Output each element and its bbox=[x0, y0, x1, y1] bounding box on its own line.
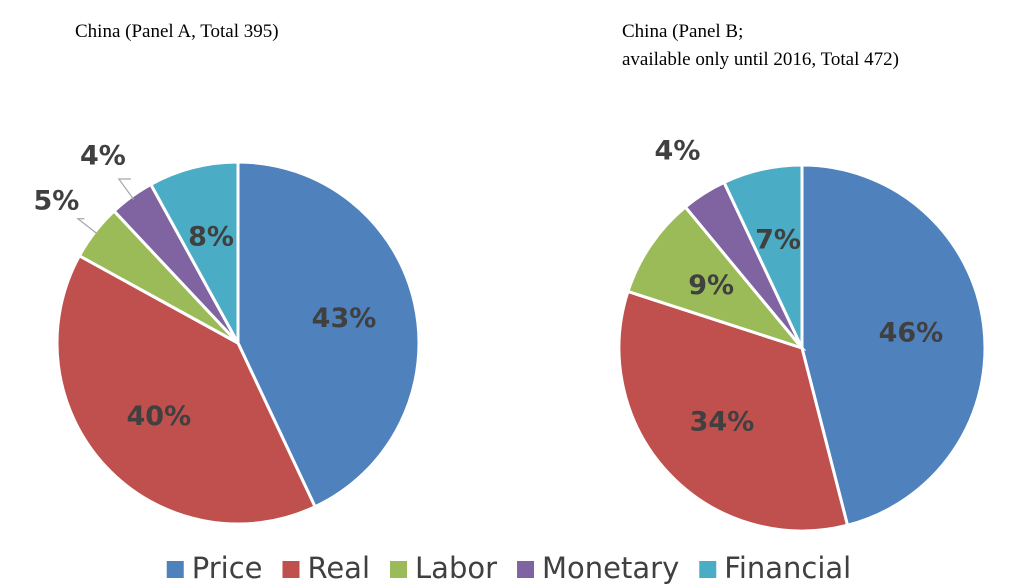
legend-swatch bbox=[699, 561, 717, 578]
legend-swatch bbox=[282, 561, 300, 578]
pie-slice bbox=[617, 289, 850, 533]
legend-label: Price bbox=[192, 551, 263, 585]
legend-label: Labor bbox=[415, 551, 497, 585]
pie-slice bbox=[800, 163, 987, 528]
pie-slice bbox=[55, 253, 318, 526]
chart-title: China (Panel B; bbox=[622, 21, 743, 42]
value-label: 4% bbox=[655, 135, 701, 166]
value-label: 43% bbox=[312, 303, 377, 334]
chart-title: China (Panel A, Total 395) bbox=[75, 21, 279, 42]
legend-swatch bbox=[390, 561, 408, 578]
leader-line bbox=[117, 178, 135, 200]
value-label: 5% bbox=[33, 186, 79, 217]
value-label: 40% bbox=[127, 401, 192, 432]
value-label: 46% bbox=[879, 318, 944, 349]
value-label: 34% bbox=[690, 407, 755, 438]
value-label: 7% bbox=[755, 224, 801, 255]
chart-title: available only until 2016, Total 472) bbox=[622, 49, 899, 70]
pie-slice bbox=[626, 204, 807, 352]
legend-swatch bbox=[517, 561, 535, 578]
pie-slice bbox=[722, 163, 804, 349]
pie-slice bbox=[236, 160, 421, 509]
legend-label: Monetary bbox=[542, 551, 679, 585]
legend-label: Financial bbox=[724, 551, 851, 585]
legend-label: Real bbox=[307, 551, 370, 585]
value-label: 8% bbox=[188, 221, 234, 252]
legend-swatch bbox=[166, 561, 184, 578]
pie-slice bbox=[148, 160, 240, 344]
value-label: 4% bbox=[80, 141, 126, 172]
value-label: 9% bbox=[688, 270, 734, 301]
leader-line bbox=[76, 218, 99, 235]
